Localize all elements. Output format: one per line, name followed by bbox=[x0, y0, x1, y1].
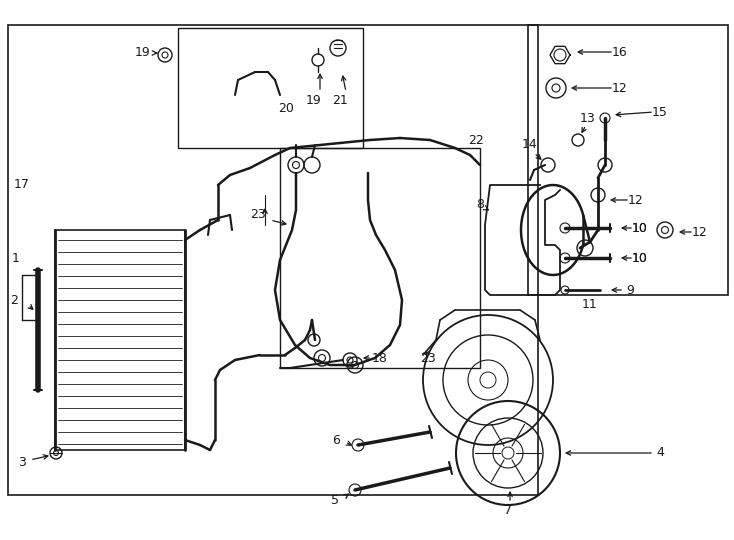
Bar bbox=[528, 25, 728, 295]
Text: 23: 23 bbox=[420, 352, 436, 365]
Text: 10: 10 bbox=[632, 221, 648, 234]
Text: 10: 10 bbox=[632, 252, 648, 265]
Text: 19: 19 bbox=[306, 93, 322, 106]
Text: 15: 15 bbox=[652, 105, 668, 118]
Text: 10: 10 bbox=[632, 221, 648, 234]
Text: 21: 21 bbox=[332, 93, 348, 106]
Bar bbox=[280, 148, 480, 368]
Bar bbox=[178, 28, 363, 148]
Bar bbox=[8, 25, 538, 495]
Text: 9: 9 bbox=[626, 284, 634, 296]
Text: 17: 17 bbox=[14, 179, 30, 192]
Text: 1: 1 bbox=[12, 252, 20, 265]
Text: 10: 10 bbox=[632, 252, 648, 265]
Text: 5: 5 bbox=[331, 494, 339, 507]
Text: 20: 20 bbox=[278, 102, 294, 114]
Text: 2: 2 bbox=[10, 294, 18, 307]
Text: 13: 13 bbox=[580, 111, 596, 125]
Text: 18: 18 bbox=[372, 352, 388, 365]
Text: 12: 12 bbox=[612, 82, 628, 94]
Text: 11: 11 bbox=[582, 299, 598, 312]
Text: 6: 6 bbox=[332, 434, 340, 447]
Text: 12: 12 bbox=[628, 193, 644, 206]
Text: 22: 22 bbox=[468, 133, 484, 146]
Text: 8: 8 bbox=[476, 199, 484, 212]
Text: 7: 7 bbox=[504, 503, 512, 516]
Bar bbox=[55, 230, 185, 450]
Text: 4: 4 bbox=[656, 447, 664, 460]
Text: 23: 23 bbox=[250, 208, 266, 221]
Text: 19: 19 bbox=[135, 46, 151, 59]
Text: 12: 12 bbox=[692, 226, 708, 239]
Text: 3: 3 bbox=[18, 456, 26, 469]
Text: 14: 14 bbox=[522, 138, 538, 152]
Text: 16: 16 bbox=[612, 45, 628, 58]
